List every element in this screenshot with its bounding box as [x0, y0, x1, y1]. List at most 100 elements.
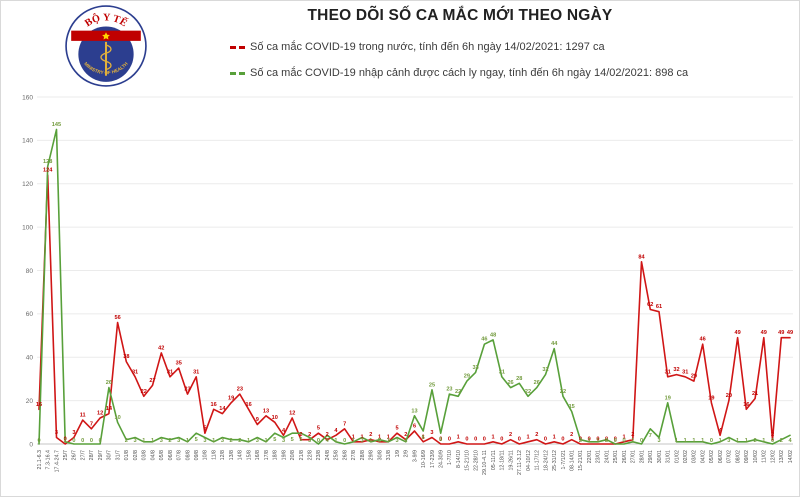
svg-text:0: 0: [623, 438, 626, 444]
svg-text:31/01: 31/01: [666, 450, 672, 463]
svg-text:0: 0: [614, 438, 617, 444]
svg-text:0: 0: [37, 438, 40, 444]
svg-text:17/8: 17/8: [264, 450, 270, 460]
svg-text:0: 0: [640, 438, 643, 444]
svg-text:21.1-6.3: 21.1-6.3: [37, 450, 43, 469]
svg-text:49: 49: [761, 330, 767, 336]
svg-text:1: 1: [212, 438, 215, 444]
red-dash-marker-icon: [230, 45, 236, 49]
svg-text:20: 20: [726, 393, 732, 399]
svg-text:1: 1: [247, 438, 250, 444]
green-dash-marker-icon: [230, 71, 236, 75]
svg-text:46: 46: [700, 337, 706, 343]
svg-text:0: 0: [72, 438, 75, 444]
svg-text:14: 14: [219, 406, 226, 412]
svg-text:0: 0: [596, 437, 599, 443]
svg-text:1: 1: [631, 438, 634, 444]
svg-text:1: 1: [675, 438, 678, 444]
svg-text:24-30/9: 24-30/9: [438, 450, 444, 468]
svg-text:1: 1: [264, 438, 267, 444]
svg-text:22: 22: [141, 389, 147, 395]
svg-text:3: 3: [55, 430, 58, 436]
svg-text:11/02: 11/02: [762, 450, 768, 463]
svg-text:1-7/1/21: 1-7/1/21: [561, 450, 567, 469]
svg-text:17.4-24.7: 17.4-24.7: [54, 450, 60, 472]
svg-text:0: 0: [81, 438, 84, 444]
svg-text:19: 19: [665, 395, 671, 401]
svg-text:2/9: 2/9: [404, 450, 410, 457]
svg-text:2: 2: [605, 438, 608, 444]
svg-text:04-10/12: 04-10/12: [526, 450, 532, 471]
svg-text:2: 2: [326, 432, 329, 438]
moh-logo-icon: BỘ Y TẾ MINISTRY OF HEALTH: [65, 5, 147, 87]
svg-text:128: 128: [43, 159, 52, 165]
legend-item-domestic: Số ca mắc COVID-19 trong nước, tính đến …: [230, 40, 688, 54]
svg-text:3: 3: [256, 438, 259, 444]
svg-text:31/8: 31/8: [386, 450, 392, 460]
svg-text:49: 49: [787, 330, 793, 336]
svg-text:5: 5: [273, 437, 276, 443]
svg-text:23: 23: [184, 387, 190, 393]
svg-text:01/02: 01/02: [674, 450, 680, 463]
svg-text:14/8: 14/8: [238, 450, 244, 460]
svg-text:31: 31: [682, 369, 688, 375]
svg-text:27.11-3.12: 27.11-3.12: [517, 450, 523, 475]
svg-text:13/02: 13/02: [779, 450, 785, 463]
svg-text:2: 2: [535, 432, 538, 438]
svg-text:22/01: 22/01: [587, 450, 593, 463]
svg-text:1: 1: [701, 438, 704, 444]
svg-text:0: 0: [465, 437, 468, 443]
svg-text:16: 16: [245, 402, 251, 408]
svg-text:1: 1: [596, 438, 599, 444]
svg-text:8-14/10: 8-14/10: [456, 450, 462, 468]
svg-text:05/02: 05/02: [709, 450, 715, 463]
svg-text:2: 2: [378, 438, 381, 444]
svg-text:25/7: 25/7: [63, 450, 69, 460]
svg-text:09/02: 09/02: [744, 450, 750, 463]
svg-text:18/8: 18/8: [273, 450, 279, 460]
svg-text:09/8: 09/8: [194, 450, 200, 460]
svg-text:2: 2: [299, 432, 302, 438]
svg-text:140: 140: [22, 138, 33, 145]
svg-text:10/02: 10/02: [753, 450, 759, 463]
svg-text:1/9: 1/9: [395, 450, 401, 457]
svg-text:7: 7: [90, 421, 93, 427]
svg-text:23: 23: [237, 387, 243, 393]
svg-text:31: 31: [193, 369, 199, 375]
svg-text:5: 5: [203, 426, 206, 432]
svg-text:29: 29: [691, 374, 697, 380]
svg-text:1: 1: [553, 434, 556, 440]
svg-text:80: 80: [26, 268, 34, 275]
svg-text:26: 26: [106, 380, 112, 386]
legend-item-imported: Số ca mắc COVID-19 nhập cảnh được cách l…: [230, 66, 688, 80]
logo-top-text: BỘ Y TẾ: [83, 11, 130, 29]
green-dash-marker-icon: [239, 71, 245, 75]
svg-text:46: 46: [481, 337, 487, 343]
legend-label-imported: Số ca mắc COVID-19 nhập cảnh được cách l…: [250, 67, 689, 79]
svg-text:0: 0: [317, 438, 320, 444]
svg-text:27/7: 27/7: [80, 450, 86, 460]
svg-text:BỘ Y TẾ: BỘ Y TẾ: [83, 11, 130, 29]
svg-text:07/02: 07/02: [727, 450, 733, 463]
svg-text:7: 7: [649, 433, 652, 439]
svg-text:60: 60: [26, 311, 34, 318]
svg-text:10-16/9: 10-16/9: [421, 450, 427, 468]
svg-text:03/02: 03/02: [692, 450, 698, 463]
svg-text:31: 31: [499, 369, 505, 375]
svg-text:1: 1: [378, 434, 381, 440]
svg-text:5: 5: [395, 426, 398, 432]
svg-text:12: 12: [289, 410, 295, 416]
svg-text:02/02: 02/02: [683, 450, 689, 463]
svg-text:23/8: 23/8: [316, 450, 322, 460]
svg-text:1: 1: [492, 434, 495, 440]
svg-text:44: 44: [551, 341, 558, 347]
svg-text:40: 40: [26, 355, 34, 362]
svg-text:160: 160: [22, 94, 33, 101]
svg-text:1: 1: [387, 438, 390, 444]
svg-text:13: 13: [263, 408, 269, 414]
svg-text:17-23/9: 17-23/9: [430, 450, 436, 468]
svg-text:7: 7: [343, 421, 346, 427]
svg-text:62: 62: [647, 302, 653, 308]
svg-text:3-9/9: 3-9/9: [412, 450, 418, 462]
svg-text:0: 0: [614, 437, 617, 443]
